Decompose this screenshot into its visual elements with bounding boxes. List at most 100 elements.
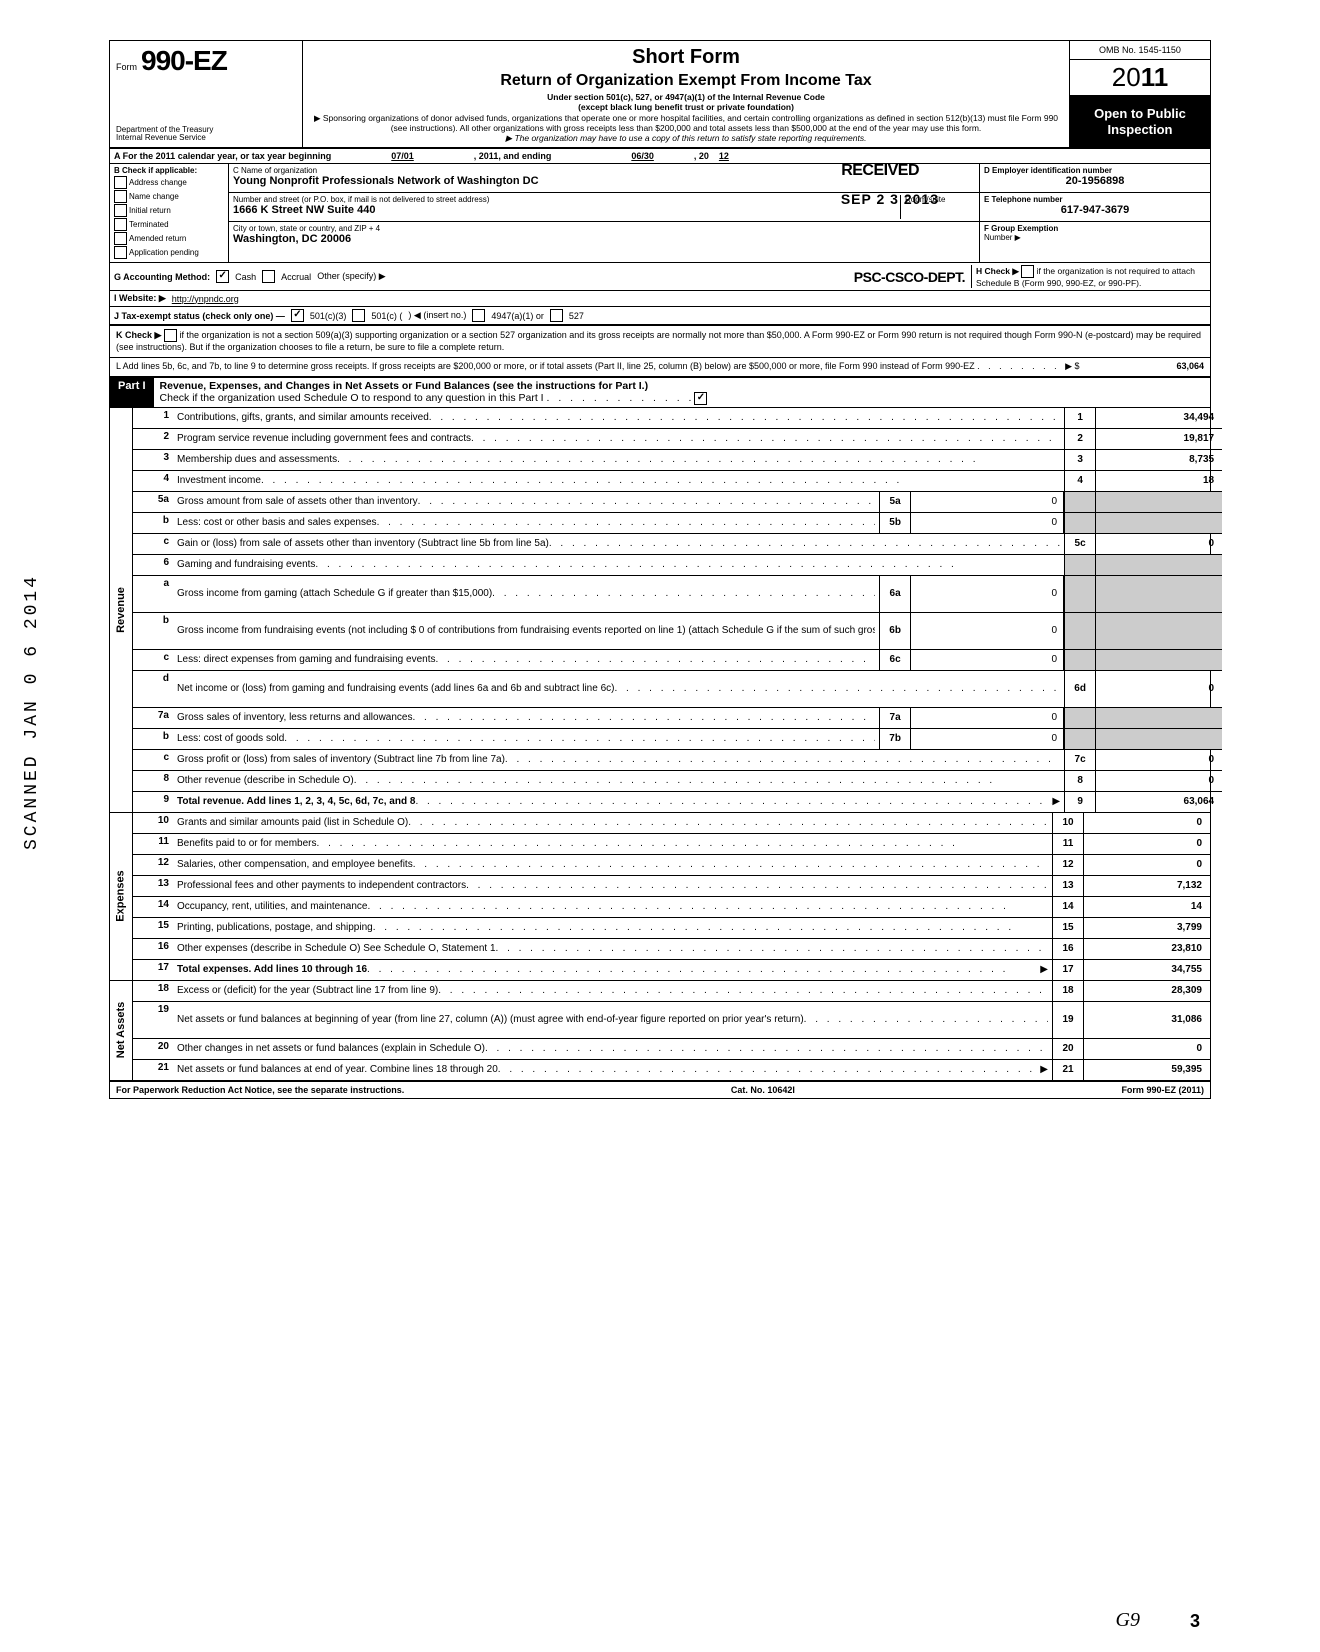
right-line-number: 17 [1052,960,1084,980]
right-line-value: 34,494 [1096,408,1222,428]
right-line-number [1064,576,1096,612]
line-number: c [133,650,173,670]
line-number: 1 [133,408,173,428]
tax-year: 2011 [1070,60,1210,96]
4947-checkbox[interactable] [472,309,485,322]
colb-checkbox[interactable] [114,204,127,217]
form-line: bLess: cost or other basis and sales exp… [133,513,1222,534]
line-desc: Printing, publications, postage, and shi… [173,918,1052,938]
cash-checkbox[interactable] [216,270,229,283]
right-line-value: 0 [1096,750,1222,770]
colb-checkbox[interactable] [114,232,127,245]
colb-label: Amended return [129,234,186,243]
line-desc: Gross profit or (loss) from sales of inv… [173,750,1064,770]
k-checkbox[interactable] [164,329,177,342]
l-text: L Add lines 5b, 6c, and 7b, to line 9 to… [116,361,975,371]
line-desc: Total revenue. Add lines 1, 2, 3, 4, 5c,… [173,792,1064,812]
line-desc: Gross income from fundraising events (no… [173,613,879,649]
h-checkbox[interactable] [1021,265,1034,278]
part1-title: Revenue, Expenses, and Changes in Net As… [154,378,714,407]
line-number: a [133,576,173,612]
right-line-number: 3 [1064,450,1096,470]
line-desc: Gross sales of inventory, less returns a… [173,708,879,728]
line-number: 9 [133,792,173,812]
right-line-value: 0 [1084,834,1210,854]
cash-label: Cash [235,272,256,282]
line-number: 14 [133,897,173,917]
form-line: cGain or (loss) from sale of assets othe… [133,534,1222,555]
form-line: 11Benefits paid to or for members . . . … [133,834,1210,855]
form-num: 990-EZ [141,45,227,77]
mid-line-number: 6b [879,613,911,649]
mid-line-value: 0 [911,513,1064,533]
footer-row: For Paperwork Reduction Act Notice, see … [110,1082,1210,1098]
subtitle1: Under section 501(c), 527, or 4947(a)(1)… [311,92,1061,102]
right-line-number: 8 [1064,771,1096,791]
colb-checkbox[interactable] [114,218,127,231]
form-line: 21Net assets or fund balances at end of … [133,1060,1210,1080]
form-line: 9Total revenue. Add lines 1, 2, 3, 4, 5c… [133,792,1222,812]
right-line-value [1096,708,1222,728]
mid-line-value: 0 [911,492,1064,512]
right-line-number: 5c [1064,534,1096,554]
right-line-value: 34,755 [1084,960,1210,980]
right-line-number: 13 [1052,876,1084,896]
right-line-number: 1 [1064,408,1096,428]
right-line-value: 14 [1084,897,1210,917]
right-line-number [1064,729,1096,749]
line-number: 15 [133,918,173,938]
row-a-end-yr: 12 [719,151,729,161]
mid-line-number: 6a [879,576,911,612]
form-line: 3Membership dues and assessments . . . .… [133,450,1222,471]
line-desc: Other revenue (describe in Schedule O) .… [173,771,1064,791]
ein-row: D Employer identification number 20-1956… [980,164,1210,193]
colb-checkbox[interactable] [114,176,127,189]
right-line-value: 31,086 [1084,1002,1210,1038]
line-desc: Net assets or fund balances at end of ye… [173,1060,1052,1080]
527-checkbox[interactable] [550,309,563,322]
line-desc: Membership dues and assessments . . . . … [173,450,1064,470]
form-990ez: Form 990-EZ Department of the Treasury I… [109,40,1211,1099]
right-line-value: 59,395 [1084,1060,1210,1080]
right-line-number: 20 [1052,1039,1084,1059]
row-a-begin: 07/01 [391,151,414,161]
form-line: 16Other expenses (describe in Schedule O… [133,939,1210,960]
colb-checkbox[interactable] [114,246,127,259]
501c3-checkbox[interactable] [291,309,304,322]
line-desc: Gross income from gaming (attach Schedul… [173,576,879,612]
row-a-yr-prefix: , 20 [694,151,709,161]
right-line-value: 0 [1084,1039,1210,1059]
mid-line-number: 7b [879,729,911,749]
form-header: Form 990-EZ Department of the Treasury I… [110,41,1210,149]
line-number: 13 [133,876,173,896]
row-g: G Accounting Method: Cash Accrual Other … [110,263,1210,291]
colb-item: Address change [114,176,224,189]
accrual-checkbox[interactable] [262,270,275,283]
insert-no: ) ◀ (insert no.) [408,310,466,321]
subtitle2: (except black lung benefit trust or priv… [311,102,1061,112]
form-line: bLess: cost of goods sold . . . . . . . … [133,729,1222,750]
527-label: 527 [569,311,584,321]
footer-left: For Paperwork Reduction Act Notice, see … [116,1085,404,1095]
header-center: Short Form Return of Organization Exempt… [303,41,1070,147]
group-label2: Number ▶ [984,233,1021,242]
k-label: K Check ▶ [116,330,161,340]
sponsor-text: ▶ Sponsoring organizations of donor advi… [311,113,1061,133]
right-line-number: 21 [1052,1060,1084,1080]
street-addr: 1666 K Street NW Suite 440 [233,204,375,216]
right-line-value: 3,799 [1084,918,1210,938]
colb-checkbox[interactable] [114,190,127,203]
line-number: 7a [133,708,173,728]
schedule-o-checkbox[interactable] [694,392,707,405]
city-row: City or town, state or country, and ZIP … [229,222,979,250]
right-line-number: 14 [1052,897,1084,917]
line-desc: Contributions, gifts, grants, and simila… [173,408,1064,428]
open-to-public: Open to Public Inspection [1070,96,1210,147]
phone-label: E Telephone number [984,195,1206,204]
short-form-title: Short Form [311,45,1061,69]
line-number: c [133,534,173,554]
line-number: 20 [133,1039,173,1059]
netassets-side-label: Net Assets [110,981,133,1080]
form-line: 12Salaries, other compensation, and empl… [133,855,1210,876]
501c-checkbox[interactable] [352,309,365,322]
